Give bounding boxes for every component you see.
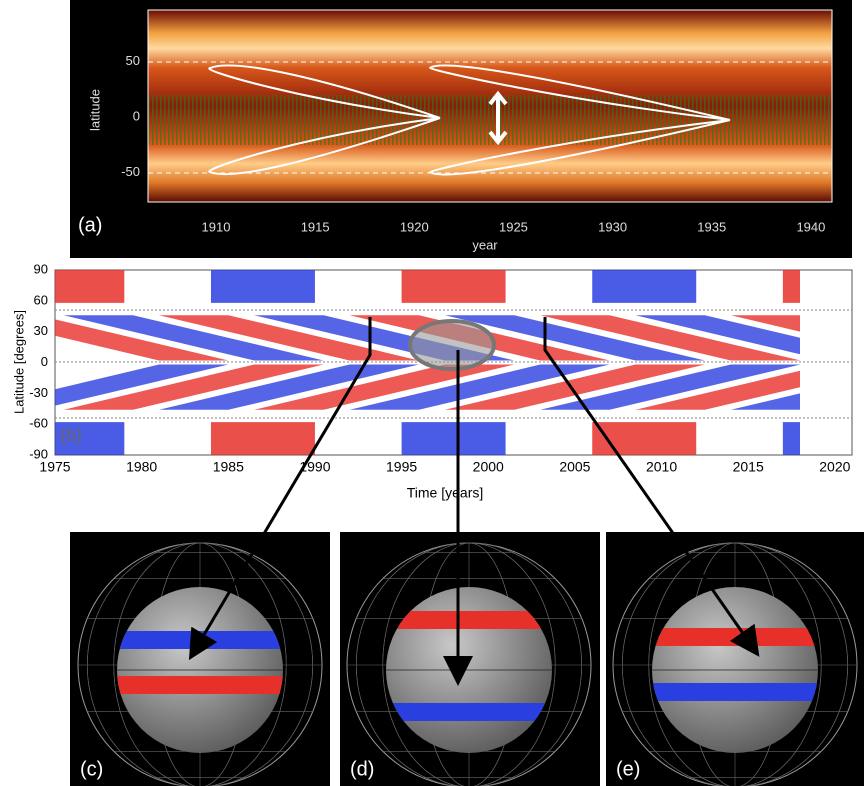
x-tick-label: 1925 (499, 219, 528, 234)
highlight (410, 321, 494, 369)
toroidal-band (379, 703, 559, 721)
x-tick-label: 2000 (473, 459, 504, 475)
panel-label: (d) (350, 758, 374, 780)
y-tick-label: 0 (133, 108, 140, 123)
x-tick-label: 1930 (598, 219, 627, 234)
panel-label: (b) (60, 425, 82, 445)
x-tick-label: 1985 (213, 459, 244, 475)
x-tick-label: 1990 (299, 459, 330, 475)
x-label: year (472, 237, 498, 252)
x-tick-label: 2010 (646, 459, 677, 475)
x-label: Time [years] (407, 485, 484, 501)
polar-band (402, 270, 506, 303)
panel-label: (e) (616, 758, 640, 780)
polar-band (211, 270, 315, 303)
y-tick-label: -50 (121, 164, 140, 179)
y-label: Latitude [degrees] (11, 310, 26, 414)
figure: latitude year (a) Latitude [degrees] Tim… (0, 0, 864, 786)
y-tick-label: 50 (126, 53, 140, 68)
panel-label: (c) (80, 758, 103, 780)
polar-band (592, 270, 696, 303)
x-tick-label: 2015 (733, 459, 764, 475)
x-tick-label: 1910 (202, 219, 231, 234)
x-tick-label: 1915 (301, 219, 330, 234)
polar-band (402, 422, 506, 455)
y-tick-label: 0 (41, 354, 48, 369)
toroidal-band (110, 676, 290, 694)
x-tick-label: 1935 (697, 219, 726, 234)
toroidal-band (645, 683, 825, 701)
x-tick-label: 1995 (386, 459, 417, 475)
y-tick-label: -30 (29, 385, 48, 400)
y-tick-label: 30 (34, 323, 48, 338)
y-tick-label: 60 (34, 292, 48, 307)
x-tick-label: 1920 (400, 219, 429, 234)
x-tick-label: 2005 (559, 459, 590, 475)
x-tick-label: 1980 (126, 459, 157, 475)
y-label: latitude (87, 89, 102, 131)
x-tick-label: 2020 (819, 459, 850, 475)
x-tick-label: 1940 (796, 219, 825, 234)
y-tick-label: -60 (29, 416, 48, 431)
toroidal-band (645, 628, 825, 646)
x-tick-label: 1975 (39, 459, 70, 475)
panel-label: (a) (78, 214, 102, 236)
y-tick-label: 90 (34, 261, 48, 276)
polar-band (211, 422, 315, 455)
